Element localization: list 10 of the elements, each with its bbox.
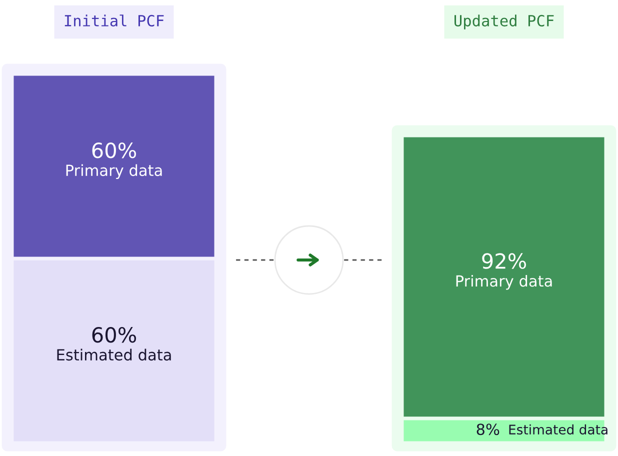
text: Primary data: [456, 274, 552, 290]
series-label: Primary data: [66, 164, 162, 180]
data-label: 60%: [92, 142, 136, 158]
data-label: 8%: [476, 424, 500, 436]
x-tick-label: Initial PCF: [64, 14, 164, 26]
x-tick-label: Updated PCF: [454, 14, 554, 30]
text: Estimated data: [57, 348, 171, 361]
series-label: Estimated data: [509, 424, 608, 435]
data-label: 60%: [92, 326, 136, 343]
data-label: 92%: [482, 253, 526, 269]
